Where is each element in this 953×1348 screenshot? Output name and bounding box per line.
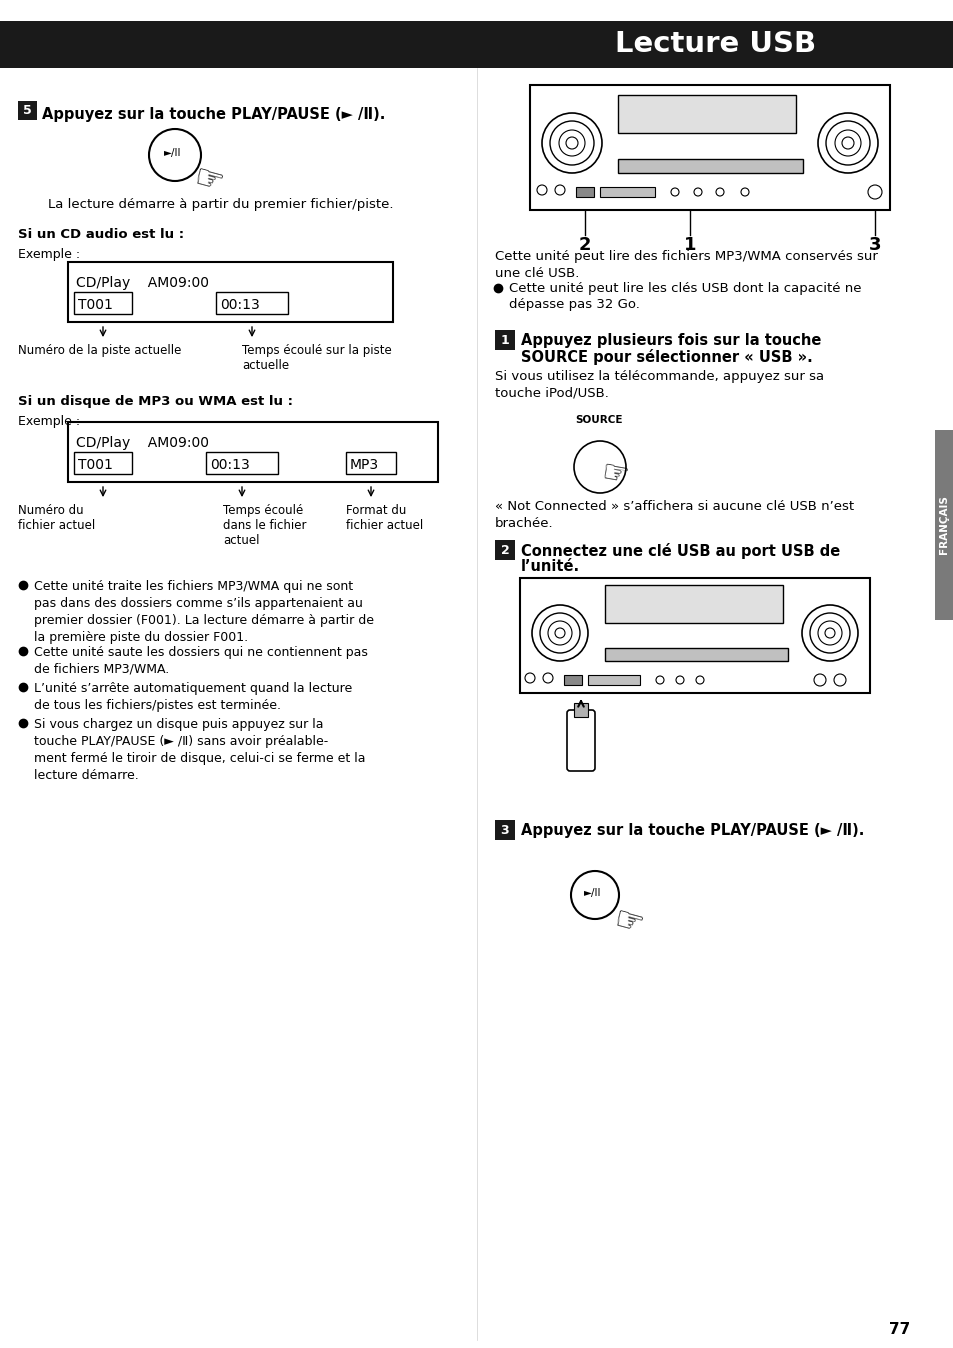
Text: SOURCE pour sélectionner « USB ».: SOURCE pour sélectionner « USB ».	[520, 349, 812, 365]
Text: 5: 5	[23, 105, 31, 117]
Text: T001: T001	[78, 458, 112, 472]
Bar	[18, 101, 37, 120]
Text: Cette unité traite les fichiers MP3/WMA qui ne sont
pas dans des dossiers comme : Cette unité traite les fichiers MP3/WMA …	[34, 580, 374, 644]
Text: ►/II: ►/II	[583, 888, 601, 898]
Text: Format du
fichier actuel: Format du fichier actuel	[346, 504, 423, 532]
Bar	[215, 293, 288, 314]
Text: Exemple :: Exemple :	[18, 248, 80, 262]
Bar	[495, 541, 515, 559]
Text: 3: 3	[868, 236, 881, 253]
Text: Exemple :: Exemple :	[18, 415, 80, 429]
Text: Cette unité saute les dossiers qui ne contiennent pas
de fichiers MP3/WMA.: Cette unité saute les dossiers qui ne co…	[34, 646, 368, 675]
Bar	[599, 187, 655, 197]
Text: 2: 2	[500, 543, 509, 557]
Bar	[476, 22, 953, 67]
Text: Si un disque de MP3 ou WMA est lu :: Si un disque de MP3 ou WMA est lu :	[18, 395, 293, 408]
Text: ►/II: ►/II	[164, 148, 182, 158]
Bar	[618, 94, 795, 133]
Bar	[618, 159, 802, 173]
Bar	[0, 22, 476, 67]
Bar	[934, 430, 953, 620]
Text: Cette unité peut lire des fichiers MP3/WMA conservés sur
une clé USB.: Cette unité peut lire des fichiers MP3/W…	[495, 249, 877, 280]
Text: « Not Connected » s’affichera si aucune clé USB n’est
brachée.: « Not Connected » s’affichera si aucune …	[495, 500, 853, 530]
Bar	[519, 578, 869, 693]
Text: Numéro du
fichier actuel: Numéro du fichier actuel	[18, 504, 95, 532]
Text: touche iPod/USB.: touche iPod/USB.	[495, 386, 608, 399]
Bar	[530, 85, 889, 210]
Bar	[574, 704, 587, 717]
Text: ☞: ☞	[608, 903, 646, 942]
Text: T001: T001	[78, 298, 112, 311]
Bar	[206, 452, 277, 474]
Bar	[587, 675, 639, 685]
Text: Connectez une clé USB au port USB de: Connectez une clé USB au port USB de	[520, 543, 840, 559]
Text: ☞: ☞	[189, 160, 226, 201]
Text: Numéro de la piste actuelle: Numéro de la piste actuelle	[18, 344, 181, 357]
Text: Appuyez sur la touche PLAY/PAUSE (► /Ⅱ).: Appuyez sur la touche PLAY/PAUSE (► /Ⅱ).	[520, 822, 863, 837]
Text: 00:13: 00:13	[220, 298, 259, 311]
Text: Cette unité peut lire les clés USB dont la capacité ne: Cette unité peut lire les clés USB dont …	[509, 282, 861, 295]
Text: 00:13: 00:13	[210, 458, 250, 472]
Text: Temps écoulé
dans le fichier
actuel: Temps écoulé dans le fichier actuel	[223, 504, 306, 547]
Text: Appuyez sur la touche PLAY/PAUSE (► /Ⅱ).: Appuyez sur la touche PLAY/PAUSE (► /Ⅱ).	[42, 106, 385, 121]
FancyBboxPatch shape	[566, 710, 595, 771]
Bar	[604, 585, 782, 623]
Text: CD/Play    AM09:00: CD/Play AM09:00	[76, 276, 209, 290]
Bar	[604, 648, 787, 661]
Bar	[495, 820, 515, 840]
Text: 2: 2	[578, 236, 591, 253]
Bar	[68, 422, 437, 483]
Bar	[495, 330, 515, 350]
Bar	[576, 187, 594, 197]
Text: Lecture USB: Lecture USB	[615, 30, 815, 58]
Bar	[346, 452, 395, 474]
Text: 77: 77	[888, 1322, 910, 1337]
Text: La lecture démarre à partir du premier fichier/piste.: La lecture démarre à partir du premier f…	[48, 198, 393, 212]
Text: dépasse pas 32 Go.: dépasse pas 32 Go.	[509, 298, 639, 311]
Text: Si vous utilisez la télécommande, appuyez sur sa: Si vous utilisez la télécommande, appuye…	[495, 369, 823, 383]
Text: CD/Play    AM09:00: CD/Play AM09:00	[76, 435, 209, 450]
Text: SOURCE: SOURCE	[575, 415, 622, 425]
Bar	[68, 262, 393, 322]
Bar	[74, 293, 132, 314]
Text: Si vous chargez un disque puis appuyez sur la
touche PLAY/PAUSE (► /Ⅱ) sans avoi: Si vous chargez un disque puis appuyez s…	[34, 718, 365, 782]
Text: L’unité s’arrête automatiquement quand la lecture
de tous les fichiers/pistes es: L’unité s’arrête automatiquement quand l…	[34, 682, 352, 712]
Bar	[563, 675, 581, 685]
Text: FRANÇAIS: FRANÇAIS	[938, 496, 948, 554]
Text: Si un CD audio est lu :: Si un CD audio est lu :	[18, 228, 184, 241]
Text: 3: 3	[500, 824, 509, 837]
Text: l’unité.: l’unité.	[520, 559, 579, 574]
Text: ☞: ☞	[598, 458, 630, 492]
Text: Appuyez plusieurs fois sur la touche: Appuyez plusieurs fois sur la touche	[520, 333, 821, 348]
Text: Temps écoulé sur la piste
actuelle: Temps écoulé sur la piste actuelle	[242, 344, 392, 372]
Text: 1: 1	[683, 236, 696, 253]
Text: MP3: MP3	[350, 458, 378, 472]
Bar	[74, 452, 132, 474]
Text: 1: 1	[500, 333, 509, 346]
